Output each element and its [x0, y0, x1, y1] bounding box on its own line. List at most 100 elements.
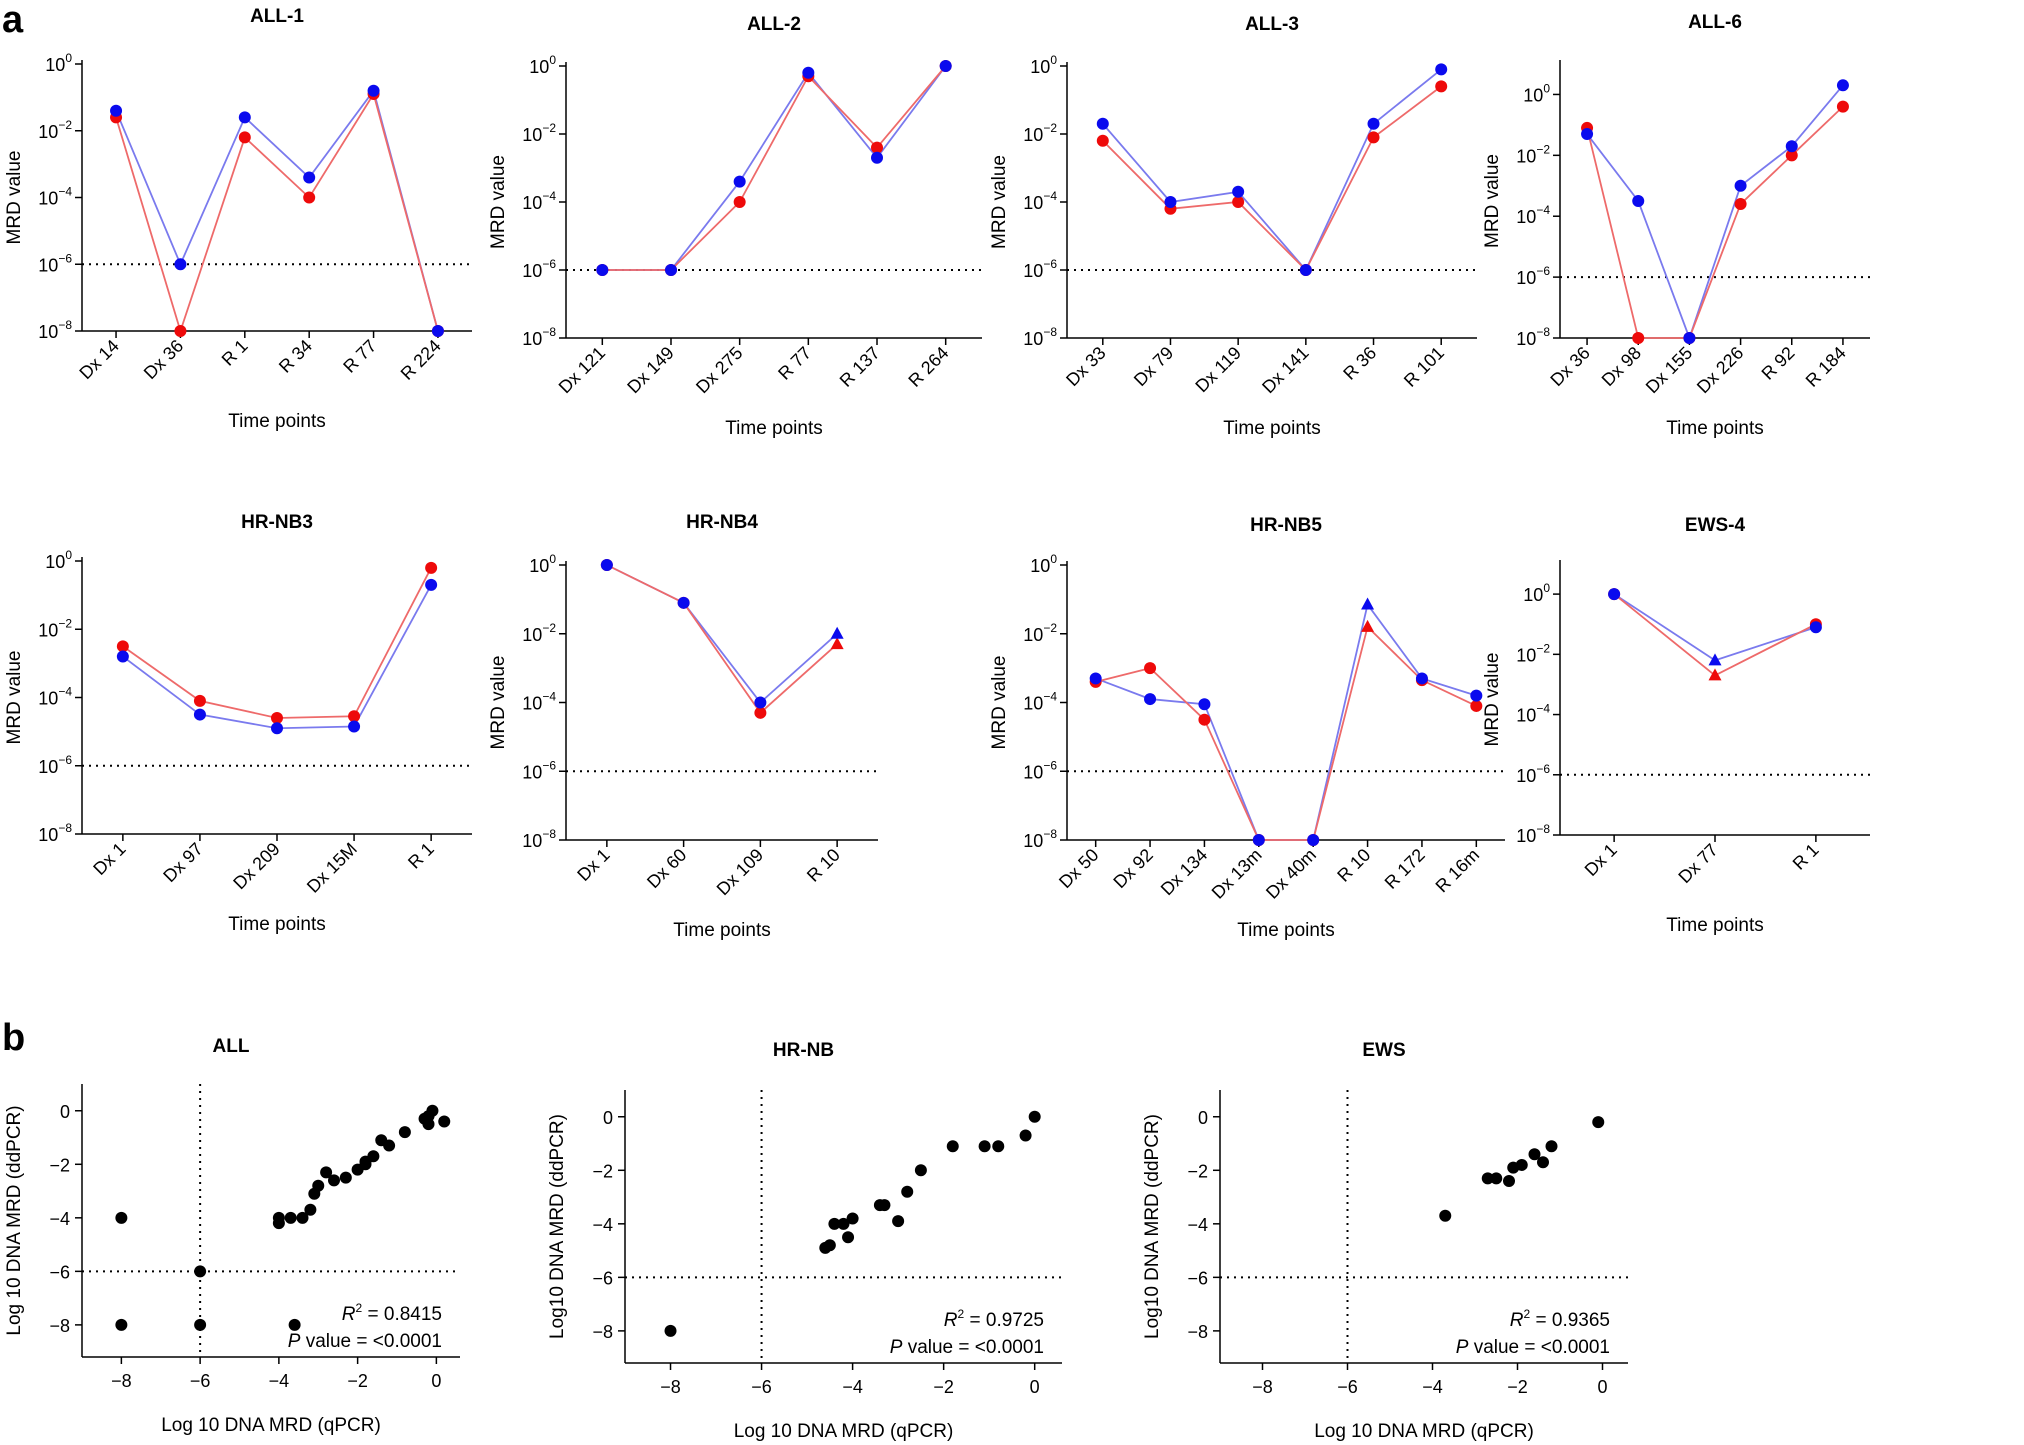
- y-tick-label: 10−8: [522, 325, 556, 349]
- x-tick-label: Dx 98: [1598, 343, 1645, 390]
- data-point-blue: [871, 151, 884, 164]
- y-axis-label: MRD value: [4, 651, 25, 745]
- x-tick-label: −2: [347, 1371, 368, 1391]
- data-point-blue: [348, 720, 361, 733]
- data-point-blue-triangle: [1708, 653, 1722, 666]
- data-point: [901, 1185, 914, 1198]
- data-point-blue: [1164, 196, 1177, 208]
- data-point-red: [1096, 134, 1109, 147]
- x-tick-label: Dx 1: [1581, 840, 1621, 880]
- x-tick-label: −8: [660, 1377, 681, 1397]
- data-point-blue: [271, 722, 283, 735]
- y-tick-label: 10−8: [38, 821, 72, 845]
- data-point-red: [271, 711, 283, 724]
- y-tick-label: −4: [592, 1215, 613, 1235]
- data-point: [296, 1211, 309, 1224]
- x-tick-label: Dx 121: [555, 343, 609, 397]
- data-point-blue: [367, 84, 380, 97]
- data-point: [398, 1126, 411, 1139]
- y-tick-label: 10−6: [522, 758, 556, 782]
- data-point-red-triangle: [1361, 619, 1375, 632]
- y-axis-label: MRD value: [989, 155, 1010, 249]
- series-line-blue: [1102, 68, 1442, 272]
- y-tick-label: 10−4: [1023, 189, 1057, 213]
- x-axis-label: Log 10 DNA MRD (qPCR): [161, 1415, 381, 1436]
- data-point: [312, 1179, 325, 1192]
- data-point-blue: [1415, 672, 1428, 685]
- chart-title: ALL-3: [1245, 14, 1299, 35]
- data-point: [438, 1115, 451, 1128]
- data-point: [339, 1171, 352, 1184]
- r-squared-value: 0.9365: [1552, 1310, 1610, 1331]
- data-point-blue: [1581, 128, 1594, 141]
- x-tick-label: Dx 209: [229, 839, 283, 893]
- data-point-red-triangle: [1708, 668, 1722, 681]
- data-point: [320, 1166, 333, 1179]
- data-point-blue: [1809, 621, 1822, 634]
- x-axis-label: Time points: [673, 920, 771, 941]
- x-tick-label: R 184: [1802, 343, 1850, 391]
- x-tick-label: Dx 109: [713, 845, 767, 899]
- y-axis-label: MRD value: [1482, 653, 1503, 747]
- y-tick-label: 10−2: [1516, 142, 1550, 166]
- x-tick-label: Dx 275: [692, 343, 746, 397]
- x-tick-label: −2: [1507, 1377, 1528, 1397]
- y-tick-label: 10−6: [1023, 257, 1057, 281]
- y-tick-label: 10−2: [1516, 641, 1550, 665]
- y-axis-label: MRD value: [989, 656, 1010, 750]
- data-point-blue: [1299, 264, 1312, 276]
- x-tick-label: R 77: [339, 336, 380, 377]
- x-axis-label: Time points: [1666, 418, 1764, 439]
- series-line-red: [1586, 105, 1844, 339]
- x-tick-label: 0: [1597, 1377, 1607, 1397]
- x-tick-label: Dx 119: [1191, 343, 1245, 397]
- x-tick-label: 0: [431, 1371, 441, 1391]
- chart-title: ALL: [213, 1036, 250, 1057]
- y-tick-label: 100: [529, 53, 556, 77]
- data-point-red: [303, 191, 316, 204]
- y-tick-label: −4: [49, 1209, 70, 1229]
- p-value: <0.0001: [1541, 1337, 1610, 1358]
- data-point-blue: [802, 66, 815, 79]
- x-tick-label: R 101: [1400, 343, 1448, 391]
- p-value: <0.0001: [975, 1337, 1044, 1358]
- chart-title: ALL-2: [747, 14, 801, 35]
- data-point-blue: [1198, 698, 1211, 711]
- data-point-red: [1367, 131, 1380, 144]
- data-point: [946, 1140, 959, 1153]
- data-point: [1439, 1209, 1452, 1222]
- r-squared-value: 0.9725: [986, 1310, 1044, 1331]
- data-point: [892, 1215, 905, 1228]
- x-tick-label: −8: [111, 1371, 132, 1391]
- series-line-red: [1102, 85, 1442, 272]
- y-tick-label: 10−6: [522, 257, 556, 281]
- data-point-blue: [1632, 195, 1645, 207]
- data-point-red: [1836, 100, 1849, 113]
- y-tick-label: −2: [49, 1155, 70, 1175]
- data-point-blue: [174, 258, 187, 271]
- data-point: [418, 1112, 431, 1125]
- chart-title: HR-NB3: [241, 512, 313, 533]
- data-point-blue: [431, 325, 444, 337]
- data-point-blue: [939, 60, 952, 72]
- x-tick-label: Dx 1: [89, 839, 129, 879]
- data-point-blue: [733, 175, 746, 188]
- data-point: [284, 1211, 297, 1224]
- x-tick-label: −4: [842, 1377, 863, 1397]
- x-tick-label: R 264: [904, 343, 952, 391]
- y-tick-label: 10−4: [1516, 203, 1550, 227]
- y-tick-label: 0: [60, 1102, 70, 1122]
- y-tick-label: −8: [592, 1322, 613, 1342]
- x-tick-label: R 10: [1333, 845, 1374, 886]
- data-point: [664, 1324, 677, 1337]
- x-tick-label: R 77: [774, 343, 815, 384]
- y-tick-label: 100: [1030, 552, 1057, 576]
- data-point-blue: [754, 696, 767, 709]
- data-point-red: [238, 131, 251, 144]
- x-tick-label: Dx 149: [623, 343, 677, 397]
- x-tick-label: R 137: [836, 343, 884, 391]
- data-point-blue: [1683, 332, 1696, 344]
- x-tick-label: R 1: [218, 336, 252, 370]
- y-tick-label: 10−6: [38, 251, 72, 275]
